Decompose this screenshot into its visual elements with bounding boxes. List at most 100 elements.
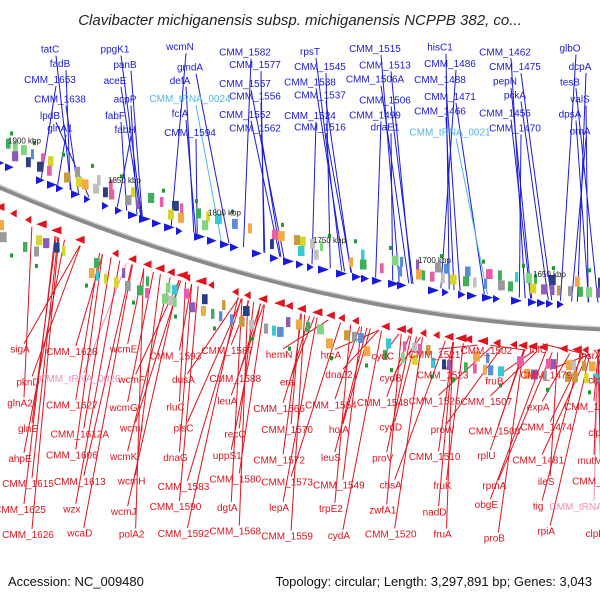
reverse-gene-label: rpmA bbox=[482, 481, 506, 492]
forward-gene-label: CMM_1466 bbox=[414, 106, 466, 117]
reverse-gene-label: CMM_1612A bbox=[51, 429, 110, 440]
forward-label-line bbox=[243, 58, 252, 248]
cog-block bbox=[310, 238, 316, 249]
cog-block bbox=[572, 372, 578, 383]
rna-marker bbox=[365, 363, 368, 368]
cog-block bbox=[148, 193, 155, 204]
reverse-gene-label: recO bbox=[224, 429, 246, 440]
reverse-label-line bbox=[31, 245, 81, 377]
reverse-gene-arrow bbox=[518, 341, 528, 350]
forward-label-line bbox=[520, 73, 553, 301]
reverse-label-line bbox=[394, 340, 446, 480]
reverse-gene-label: CMM_1520 bbox=[365, 529, 417, 540]
cog-block bbox=[530, 283, 537, 294]
reverse-gene-label: CMM_1590 bbox=[150, 502, 202, 513]
cog-block bbox=[94, 257, 100, 268]
forward-gene-label: aceE bbox=[104, 76, 127, 87]
cog-block bbox=[145, 288, 150, 299]
reverse-label-line bbox=[342, 326, 363, 480]
cog-block bbox=[546, 358, 552, 369]
reverse-gene-label: CMM_1593 bbox=[150, 352, 202, 363]
cog-block bbox=[498, 280, 505, 291]
reverse-gene-label: plsC bbox=[173, 423, 193, 434]
rna-marker bbox=[35, 263, 38, 268]
gene-labels: tatC fadB CMM_1653 CMM_1638 lpdB glnA1 ppgK1 pa… bbox=[0, 42, 600, 544]
reverse-label-line bbox=[75, 254, 104, 347]
cog-block bbox=[400, 256, 404, 267]
cog-block bbox=[294, 235, 300, 246]
forward-gene-arrow bbox=[361, 274, 370, 283]
reverse-gene-arrow bbox=[572, 345, 582, 354]
reverse-gene-arrow bbox=[596, 348, 600, 353]
reverse-label-line bbox=[490, 350, 538, 397]
forward-gene-label: ornA bbox=[569, 127, 590, 138]
forward-gene-arrow bbox=[467, 291, 478, 300]
forward-label-line bbox=[575, 120, 590, 303]
tick-label: 1700 kbp bbox=[418, 256, 451, 265]
cog-block bbox=[125, 195, 132, 206]
reverse-gene-label: CMM_1615 bbox=[2, 479, 54, 490]
rna-marker bbox=[162, 188, 165, 193]
forward-gene-label: fclA bbox=[172, 109, 189, 120]
cog-block bbox=[41, 153, 45, 164]
reverse-label-line bbox=[446, 341, 454, 529]
reverse-gene-label: CMM_1549 bbox=[313, 481, 365, 492]
cog-block bbox=[483, 364, 487, 375]
cog-block bbox=[566, 360, 573, 371]
cog-block bbox=[125, 281, 131, 292]
cog-block bbox=[473, 363, 477, 374]
reverse-gene-label: dnaG bbox=[163, 453, 188, 464]
reverse-gene-label: rplU bbox=[477, 451, 495, 462]
cog-block bbox=[344, 330, 350, 341]
forward-gene-arrow bbox=[84, 195, 91, 204]
reverse-label-line bbox=[489, 349, 525, 451]
reverse-gene-label: CMM_1628 bbox=[46, 347, 98, 358]
reverse-label-line bbox=[83, 257, 112, 429]
reverse-gene-label: CMM_1548 bbox=[357, 398, 409, 409]
cog-block bbox=[418, 343, 423, 354]
rna-marker bbox=[452, 377, 455, 382]
forward-gene-label: hisC1 bbox=[427, 43, 453, 54]
reverse-label-line bbox=[238, 300, 249, 526]
rna-marker bbox=[213, 326, 216, 331]
reverse-gene-label: wcmI bbox=[119, 423, 143, 434]
cog-block bbox=[249, 319, 255, 330]
reverse-label-line bbox=[186, 297, 239, 528]
forward-label-line bbox=[130, 105, 138, 215]
reverse-label-line bbox=[334, 327, 368, 453]
forward-gene-label: CMM_1653 bbox=[24, 75, 76, 86]
forward-gene-label: CMM_1552 bbox=[219, 110, 271, 121]
cog-block bbox=[584, 373, 589, 384]
forward-gene-arrow bbox=[47, 180, 57, 189]
reverse-gene-arrow bbox=[258, 295, 268, 304]
reverse-gene-label: CMM_1559 bbox=[261, 531, 313, 542]
cog-block bbox=[272, 325, 277, 336]
forward-gene-label: pepN bbox=[493, 77, 517, 88]
reverse-label-line bbox=[446, 347, 503, 425]
cog-block bbox=[122, 268, 126, 279]
reverse-gene-label: CMM_1481 bbox=[512, 456, 564, 467]
cog-block bbox=[435, 262, 442, 273]
forward-gene-arrow bbox=[546, 299, 554, 308]
reverse-gene-label: proV bbox=[372, 453, 393, 464]
cog-block bbox=[13, 141, 18, 152]
cog-block bbox=[488, 365, 494, 376]
reverse-gene-label: era bbox=[280, 377, 295, 388]
reverse-gene-label: wzx bbox=[62, 505, 80, 516]
forward-gene-arrow bbox=[252, 249, 262, 258]
reverse-gene-arrow bbox=[420, 329, 427, 338]
reverse-label-line bbox=[386, 335, 412, 453]
cog-block bbox=[270, 239, 274, 250]
forward-label-line bbox=[518, 134, 522, 298]
forward-gene-arrow bbox=[164, 223, 175, 232]
forward-gene-label: CMM_1545 bbox=[294, 62, 346, 73]
reverse-gene-label: CMM_tRNA_0022 bbox=[549, 502, 600, 513]
forward-gene-label: CMM_1594 bbox=[164, 128, 216, 139]
cog-block bbox=[37, 161, 44, 172]
reverse-gene-label: CMM_1502 bbox=[461, 346, 513, 357]
cog-block bbox=[398, 266, 403, 277]
cog-block bbox=[531, 369, 538, 380]
forward-gene-label: CMM_1475 bbox=[489, 62, 541, 73]
reverse-gene-label: CMM_1523 bbox=[417, 370, 469, 381]
reverse-gene-label: wcmH bbox=[117, 477, 146, 488]
